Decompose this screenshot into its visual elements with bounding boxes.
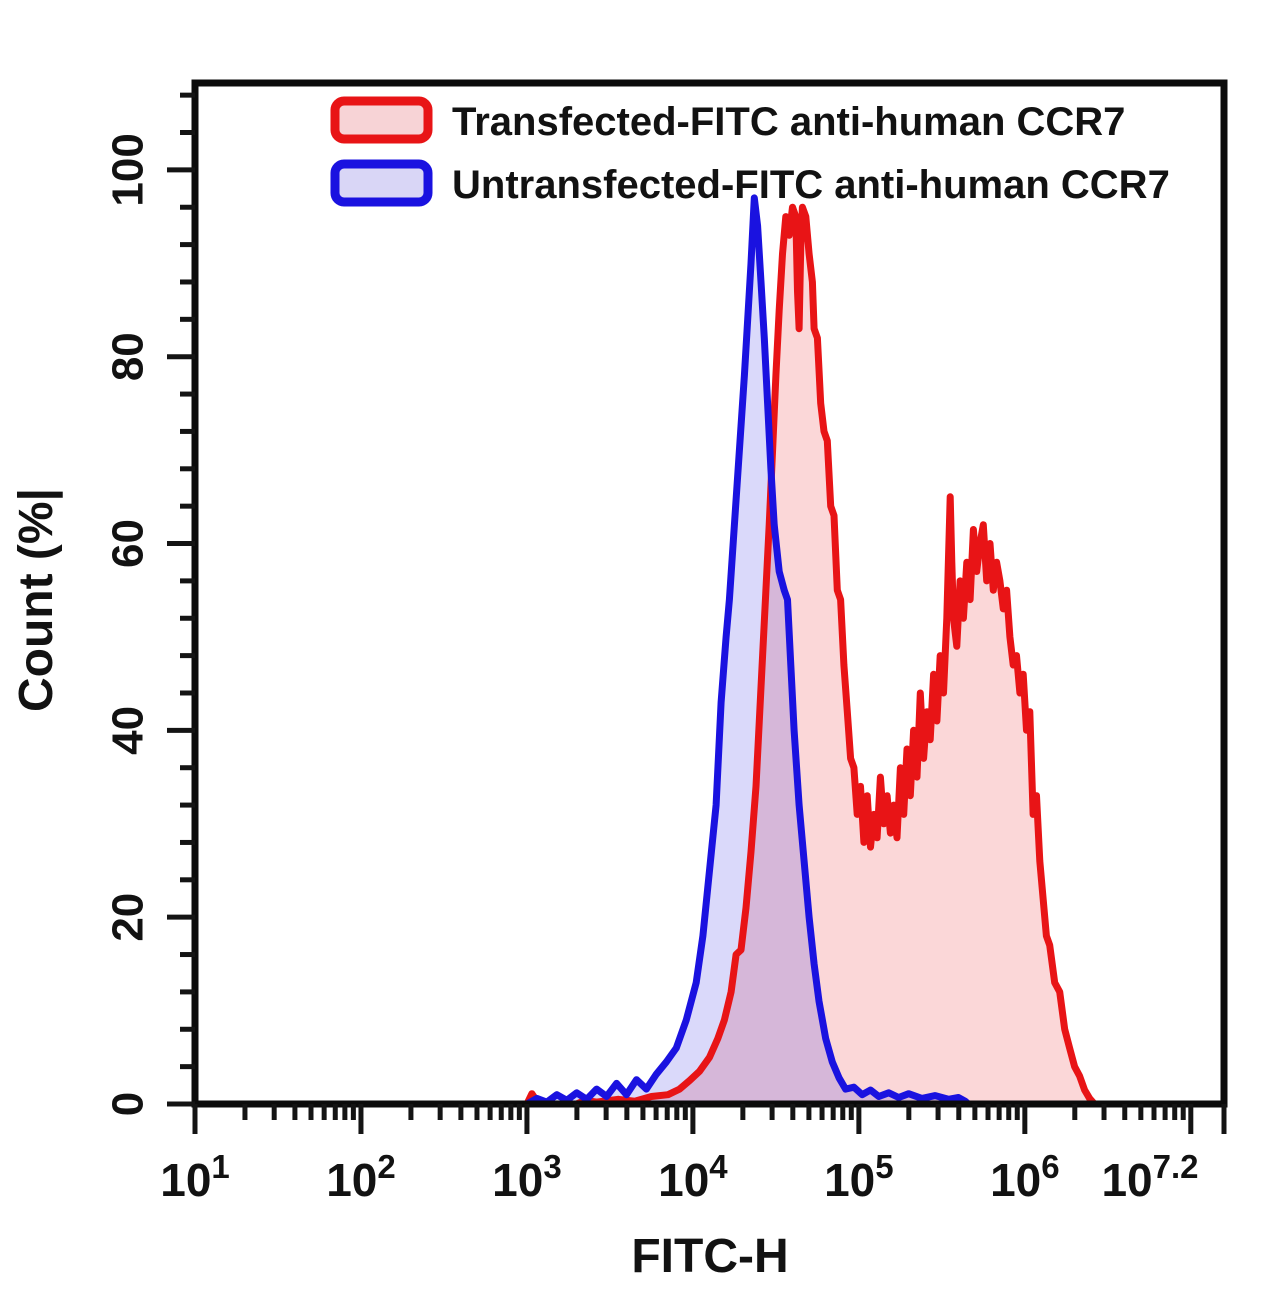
- legend-label-transfected: Transfected-FITC anti-human CCR7: [452, 100, 1125, 144]
- x-tick-label: 105: [824, 1148, 894, 1206]
- y-tick-label: 0: [104, 1092, 153, 1116]
- x-tick-label: 104: [658, 1148, 728, 1206]
- x-axis-tick-labels: 101 102 103 104 105 106 107.2: [160, 1148, 1198, 1206]
- histogram-outlines: [523, 194, 1098, 1108]
- y-tick-label: 80: [104, 332, 153, 381]
- x-tick-label: 107.2: [1101, 1148, 1198, 1206]
- y-tick-label: 60: [104, 519, 153, 568]
- series-fill-untransfected: [526, 197, 969, 1104]
- y-tick-label: 20: [104, 893, 153, 942]
- y-tick-label: 100: [104, 133, 153, 206]
- series-fill-transfected: [526, 207, 1095, 1104]
- x-axis-title: FITC-H: [631, 1230, 788, 1283]
- plot-frame: [191, 79, 1228, 1108]
- legend-label-untransfected: Untransfected-FITC anti-human CCR7: [452, 163, 1170, 207]
- x-tick-label: 101: [160, 1148, 230, 1206]
- x-tick-label: 102: [326, 1148, 396, 1206]
- legend-swatch-transfected: [330, 96, 433, 144]
- y-axis-tick-labels: 0 20 40 60 80 100: [104, 133, 153, 1116]
- histogram-fills: [526, 197, 1095, 1104]
- y-tick-label: 40: [104, 706, 153, 755]
- y-axis-ticks: [167, 92, 195, 1107]
- series-outline-untransfected: [523, 194, 972, 1108]
- x-tick-label: 103: [492, 1148, 562, 1206]
- y-axis-title: Count (%|: [10, 488, 63, 712]
- x-tick-label: 106: [990, 1148, 1060, 1206]
- legend-swatch-untransfected: [330, 159, 433, 207]
- legend: Transfected-FITC anti-human CCR7 Untrans…: [330, 96, 1170, 207]
- x-axis-ticks: [192, 1104, 1227, 1134]
- series-outline-transfected: [523, 203, 1098, 1108]
